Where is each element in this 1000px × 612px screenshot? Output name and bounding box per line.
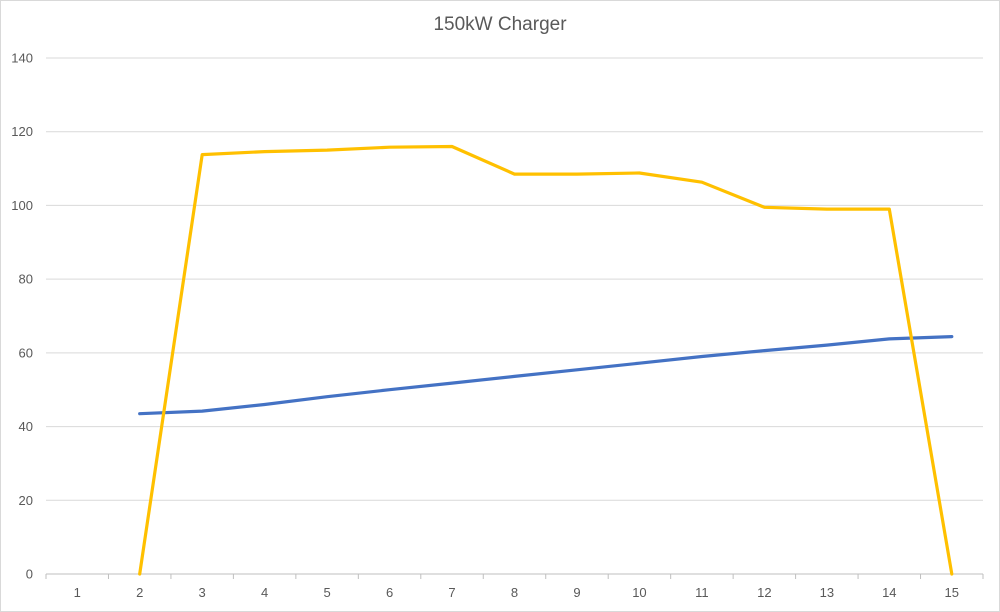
y-tick-label: 80 bbox=[19, 272, 33, 287]
y-tick-label: 40 bbox=[19, 419, 33, 434]
y-tick-label: 140 bbox=[11, 51, 33, 66]
y-tick-label: 60 bbox=[19, 345, 33, 360]
x-tick-label: 12 bbox=[757, 585, 771, 600]
x-tick-label: 5 bbox=[323, 585, 330, 600]
x-tick-label: 14 bbox=[882, 585, 896, 600]
x-tick-label: 7 bbox=[448, 585, 455, 600]
x-tick-label: 11 bbox=[695, 585, 709, 600]
chart-title: 150kW Charger bbox=[433, 14, 567, 35]
x-tick-label: 1 bbox=[74, 585, 81, 600]
series-line-1 bbox=[138, 335, 954, 416]
x-tick-label: 3 bbox=[199, 585, 206, 600]
x-tick-label: 13 bbox=[820, 585, 834, 600]
x-tick-label: 10 bbox=[632, 585, 646, 600]
y-tick-label: 100 bbox=[11, 198, 33, 213]
y-tick-label: 0 bbox=[26, 567, 33, 582]
x-tick-label: 4 bbox=[261, 585, 268, 600]
x-tick-label: 9 bbox=[573, 585, 580, 600]
x-tick-label: 15 bbox=[945, 585, 959, 600]
y-tick-label: 120 bbox=[11, 124, 33, 139]
y-tick-label: 20 bbox=[19, 493, 33, 508]
x-tick-label: 8 bbox=[511, 585, 518, 600]
x-tick-label: 6 bbox=[386, 585, 393, 600]
x-tick-label: 2 bbox=[136, 585, 143, 600]
series-line-2 bbox=[138, 144, 954, 576]
